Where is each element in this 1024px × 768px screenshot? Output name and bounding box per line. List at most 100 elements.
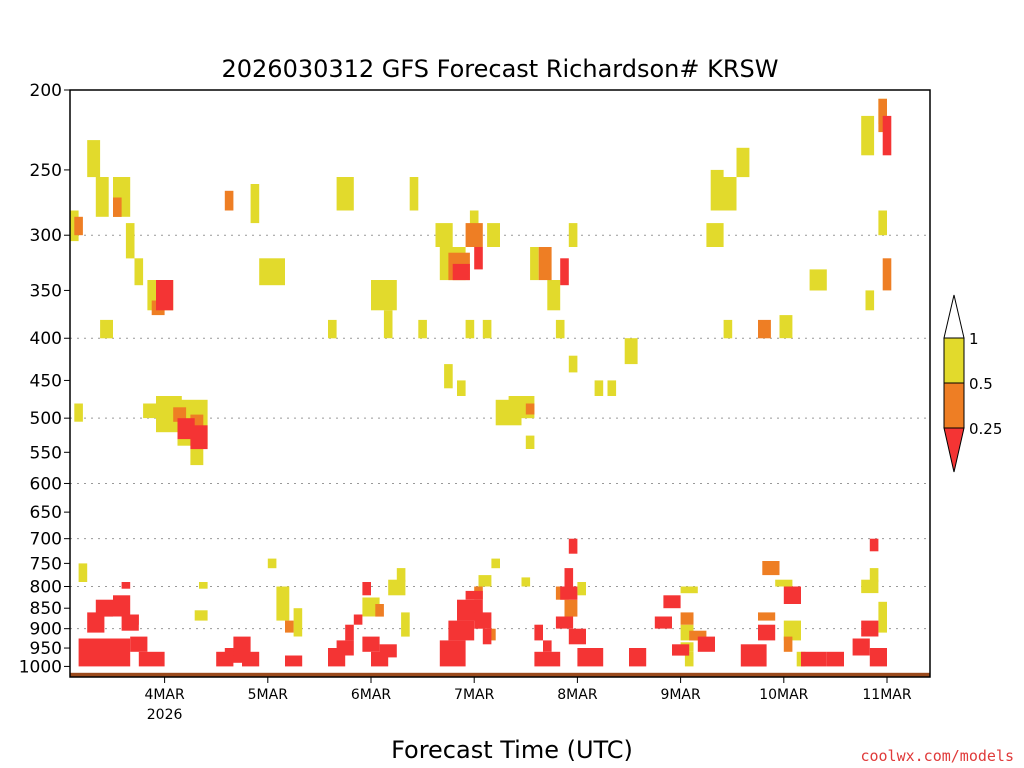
- cell-red-25: [439, 640, 466, 667]
- cell-yellow-45: [530, 247, 539, 281]
- cell-orange-5: [224, 190, 234, 211]
- x-tick-label-10MAR: 10MAR: [759, 687, 808, 703]
- cell-red-5: [130, 636, 148, 652]
- x-axis: 4MAR 2026 5MAR 6MAR 7MAR 8MAR 9MAR 10MAR 11MAR: [144, 677, 912, 723]
- x-tick-sublabel-4MAR: 2026: [147, 707, 183, 723]
- cell-red-31: [452, 263, 470, 281]
- cell-yellow-3: [87, 140, 101, 178]
- cell-yellow-5: [100, 319, 113, 339]
- y-tick-label-850: 850: [30, 599, 62, 619]
- x-tick-label-8MAR: 8MAR: [557, 687, 598, 703]
- cell-yellow-68: [861, 115, 875, 156]
- cell-orange-22: [882, 258, 892, 291]
- cell-yellow-22: [336, 177, 354, 211]
- y-tick-label-650: 650: [30, 503, 62, 523]
- cell-red-3: [113, 595, 131, 617]
- legend: 1 0.5 0.25: [943, 294, 1002, 473]
- cell-red-43: [629, 648, 647, 667]
- cell-red-13: [233, 636, 251, 656]
- y-tick-label-950: 950: [30, 639, 62, 659]
- cell-red-41: [568, 628, 586, 645]
- cell-red-51: [801, 651, 827, 667]
- legend-label-0.25: 0.25: [969, 420, 1002, 438]
- y-tick-label-250: 250: [30, 161, 62, 181]
- cell-yellow-58: [706, 223, 724, 247]
- cell-yellow-33: [444, 364, 453, 389]
- cell-orange-13: [538, 247, 552, 281]
- cell-red-52: [826, 651, 844, 667]
- x-tick-label-5MAR: 5MAR: [248, 687, 289, 703]
- chart-title: 2026030312 GFS Forecast Richardson# KRSW: [221, 55, 778, 83]
- cell-red-30: [482, 628, 492, 645]
- cell-yellow-7: [125, 223, 135, 259]
- cell-yellow-67: [809, 269, 827, 291]
- cell-red-1: [87, 612, 105, 633]
- cell-orange-23: [878, 98, 887, 133]
- cell-yellow-70: [878, 601, 887, 633]
- y-tick-label-800: 800: [30, 577, 62, 597]
- cell-yellow-71: [869, 568, 879, 582]
- legend-bin-0.25-0.5: [943, 382, 965, 429]
- cell-orange-1: [113, 197, 122, 217]
- cell-red-34: [543, 640, 552, 652]
- cell-red-36: [560, 586, 578, 600]
- cell-yellow-46: [547, 280, 561, 311]
- cell-orange-3: [173, 407, 187, 422]
- y-tick-label-600: 600: [30, 474, 62, 494]
- cell-orange-12: [525, 403, 535, 415]
- y-tick-label-1000: 1000: [19, 657, 62, 677]
- x-axis-label: Forecast Time (UTC): [391, 736, 633, 764]
- cell-orange-6: [285, 620, 294, 633]
- cell-red-46: [697, 636, 715, 652]
- cell-red-20: [353, 614, 363, 625]
- cell-red-14: [216, 651, 234, 667]
- cell-orange-15: [564, 599, 578, 617]
- cell-red-9: [156, 280, 174, 311]
- cell-yellow-23: [396, 568, 406, 582]
- cell-yellow-19: [276, 586, 290, 621]
- cell-yellow-72: [861, 579, 879, 594]
- cell-yellow-73: [878, 210, 887, 236]
- cell-yellow-64: [779, 315, 793, 339]
- cell-red-33: [534, 624, 543, 641]
- cell-yellow-48: [568, 223, 578, 247]
- cell-yellow-50: [577, 582, 586, 596]
- cell-red-26: [448, 620, 475, 641]
- cell-red-2: [95, 599, 113, 617]
- y-tick-label-300: 300: [30, 226, 62, 246]
- y-tick-label-750: 750: [30, 554, 62, 574]
- cell-red-24: [379, 644, 397, 658]
- y-tick-label-350: 350: [30, 281, 62, 301]
- cell-yellow-10: [143, 403, 156, 419]
- cell-yellow-69: [865, 290, 875, 311]
- cell-orange-20: [758, 319, 771, 339]
- cell-yellow-20: [293, 608, 303, 637]
- cell-yellow-8: [134, 258, 144, 286]
- y-tick-label-550: 550: [30, 443, 62, 463]
- cell-orange-17: [689, 630, 707, 641]
- cell-yellow-36: [469, 210, 479, 236]
- cell-yellow-30: [409, 177, 419, 211]
- cell-red-0: [78, 638, 131, 667]
- cell-orange-9: [465, 223, 483, 247]
- cell-yellow-39: [482, 319, 492, 339]
- cell-red-53: [852, 638, 870, 656]
- cell-red-11: [190, 425, 208, 450]
- y-tick-label-900: 900: [30, 620, 62, 640]
- x-tick-label-9MAR: 9MAR: [660, 687, 701, 703]
- cell-yellow-35: [465, 319, 475, 339]
- cell-yellow-43: [525, 435, 535, 449]
- cell-yellow-13: [190, 449, 204, 466]
- cell-red-45: [672, 644, 690, 656]
- cell-orange-0: [74, 216, 83, 236]
- legend-label-1: 1: [969, 330, 979, 348]
- cell-red-37: [555, 616, 574, 629]
- cell-red-6: [138, 651, 165, 667]
- cell-red-57: [882, 115, 892, 156]
- cell-red-19: [345, 624, 354, 641]
- cell-yellow-24: [388, 579, 406, 596]
- plot-frame: [69, 89, 931, 678]
- cell-orange-21: [783, 636, 793, 652]
- cell-yellow-53: [624, 338, 638, 365]
- cell-yellow-49: [568, 355, 578, 373]
